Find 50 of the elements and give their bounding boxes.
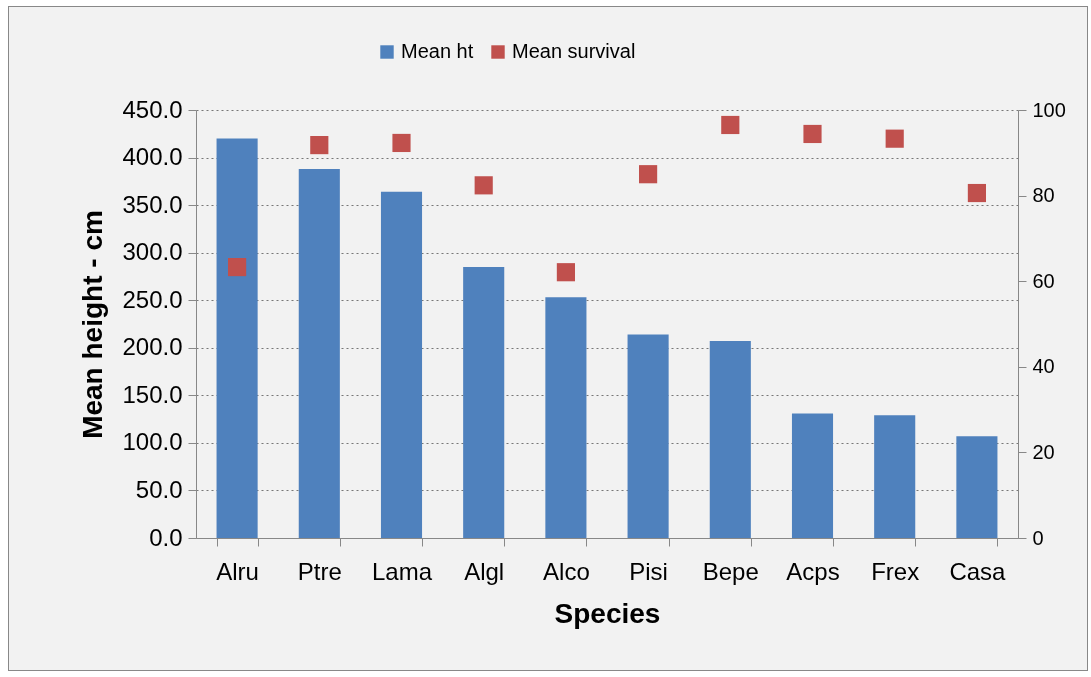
- point: [885, 129, 904, 148]
- legend-label: Mean ht: [401, 40, 474, 62]
- x-tick-label: Alru: [216, 557, 259, 585]
- point: [310, 136, 329, 155]
- y-tick-label: 200.0: [122, 333, 183, 361]
- point: [639, 165, 658, 184]
- y2-tick-label: 80: [1032, 184, 1055, 207]
- x-tick-label: Lama: [371, 557, 433, 585]
- bar: [380, 191, 423, 538]
- x-tick-label: Acps: [786, 557, 840, 585]
- x-tick-label: Alco: [543, 557, 590, 585]
- x-tick-label: Frex: [871, 557, 920, 585]
- point: [392, 133, 411, 153]
- y-tick-label: 0.0: [149, 523, 183, 551]
- y-tick-label: 300.0: [122, 238, 183, 266]
- bar: [791, 413, 834, 538]
- bar: [463, 266, 505, 538]
- bar: [298, 168, 340, 538]
- point: [721, 115, 740, 135]
- y-tick-label: 150.0: [122, 380, 183, 408]
- y-axis-title: Mean height - cm: [77, 210, 109, 439]
- x-tick-label: Algl: [464, 557, 505, 585]
- y-tick-label: 400.0: [122, 143, 183, 171]
- y-tick-label: 450.0: [122, 95, 183, 123]
- point: [228, 257, 247, 277]
- point: [967, 183, 986, 203]
- bar: [545, 297, 587, 538]
- x-tick-label: Casa: [949, 557, 1007, 585]
- y-tick-label: 100.0: [122, 428, 183, 456]
- x-tick-label: Ptre: [297, 557, 342, 585]
- y-tick-label: 350.0: [122, 190, 183, 218]
- point: [556, 263, 575, 282]
- legend-label: Mean survival: [512, 40, 636, 62]
- bar: [956, 436, 998, 538]
- point: [474, 176, 493, 195]
- x-tick-label: Pisi: [629, 557, 668, 585]
- y2-tick-label: 20: [1032, 440, 1055, 463]
- y2-tick-label: 40: [1032, 355, 1055, 378]
- point: [803, 124, 822, 144]
- x-axis-title: Species: [554, 597, 661, 629]
- y2-tick-label: 100: [1032, 98, 1066, 121]
- bar: [216, 138, 258, 538]
- bar: [874, 415, 916, 538]
- y-tick-label: 250.0: [122, 285, 183, 313]
- y2-tick-label: 0: [1032, 526, 1044, 549]
- y-tick-label: 50.0: [135, 475, 183, 503]
- bar: [709, 341, 751, 538]
- x-tick-label: Bepe: [702, 557, 759, 585]
- bar: [627, 334, 669, 538]
- y2-tick-label: 60: [1032, 269, 1055, 292]
